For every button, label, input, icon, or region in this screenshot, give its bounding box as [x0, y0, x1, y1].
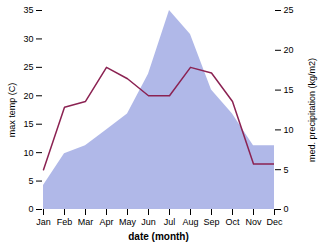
svg-text:Jan: Jan [36, 217, 51, 227]
svg-text:Oct: Oct [225, 217, 240, 227]
svg-text:med. precipitation (kg/m2): med. precipitation (kg/m2) [307, 58, 317, 162]
svg-text:Jun: Jun [141, 217, 156, 227]
svg-text:max temp (C): max temp (C) [7, 83, 17, 138]
svg-text:10: 10 [284, 125, 294, 135]
svg-text:10: 10 [23, 148, 33, 158]
svg-text:May: May [119, 217, 137, 227]
svg-text:20: 20 [284, 45, 294, 55]
svg-text:5: 5 [28, 176, 33, 186]
svg-text:date (month): date (month) [128, 231, 189, 242]
svg-text:Jul: Jul [164, 217, 176, 227]
svg-text:25: 25 [284, 5, 294, 15]
svg-text:Aug: Aug [182, 217, 198, 227]
svg-text:Mar: Mar [78, 217, 94, 227]
svg-text:Apr: Apr [99, 217, 113, 227]
svg-text:5: 5 [284, 165, 289, 175]
svg-text:20: 20 [23, 91, 33, 101]
svg-text:15: 15 [23, 119, 33, 129]
svg-text:Feb: Feb [57, 217, 73, 227]
svg-text:35: 35 [23, 5, 33, 15]
svg-text:Dec: Dec [266, 217, 283, 227]
svg-text:15: 15 [284, 85, 294, 95]
svg-text:25: 25 [23, 62, 33, 72]
svg-text:0: 0 [284, 204, 289, 214]
svg-text:Nov: Nov [245, 217, 262, 227]
svg-text:0: 0 [28, 204, 33, 214]
svg-text:Sep: Sep [203, 217, 219, 227]
svg-text:30: 30 [23, 34, 33, 44]
